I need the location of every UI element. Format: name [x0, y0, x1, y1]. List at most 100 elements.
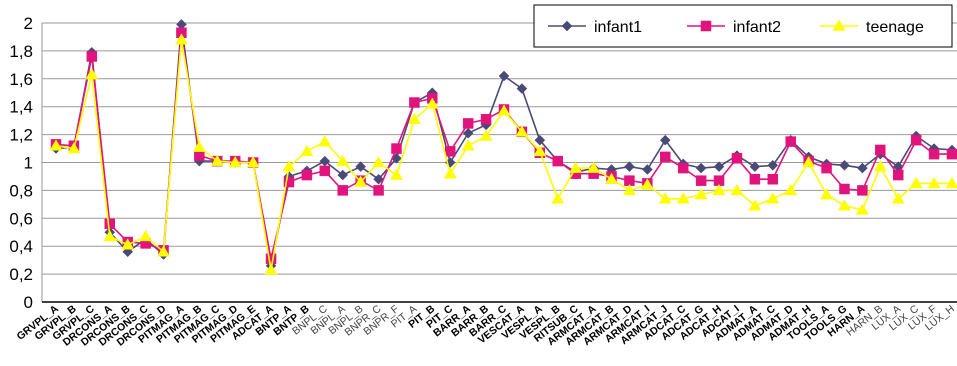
data-point-infant2 [194, 150, 205, 161]
data-point-teenage [676, 192, 690, 204]
data-point-teenage [425, 97, 439, 109]
data-point-infant1 [355, 161, 366, 173]
data-point-teenage [802, 155, 816, 168]
data-point-infant2 [821, 162, 832, 174]
data-point-teenage [587, 161, 601, 173]
data-point-teenage [945, 176, 957, 189]
data-point-infant2 [265, 253, 277, 265]
data-point-teenage [497, 104, 511, 116]
data-point-infant1 [337, 169, 349, 181]
series-infant1 [50, 19, 957, 272]
data-point-infant2 [301, 169, 313, 181]
data-point-infant1 [767, 159, 779, 171]
data-point-teenage [461, 139, 475, 151]
data-point-infant1 [857, 162, 868, 174]
series-line-infant2 [55, 32, 952, 259]
data-point-teenage [192, 140, 206, 152]
data-point-teenage [443, 167, 457, 179]
data-point-infant2 [857, 185, 868, 196]
data-point-infant2 [104, 218, 116, 230]
legend-label-teenage: teenage [866, 19, 924, 36]
data-point-teenage [336, 154, 350, 166]
data-point-teenage [551, 192, 565, 204]
legend-marker [832, 19, 846, 31]
data-point-infant2 [444, 146, 456, 157]
data-point-teenage [228, 155, 242, 168]
data-point-teenage [658, 192, 672, 204]
data-point-infant1 [749, 161, 761, 173]
data-point-teenage [766, 192, 780, 204]
data-point-teenage [264, 263, 278, 275]
data-point-infant2 [283, 176, 295, 188]
legend: infant1 infant2 teenage [533, 4, 953, 48]
y-tick-label: 0,6 [9, 209, 33, 228]
data-point-teenage [533, 144, 547, 157]
data-point-infant2 [749, 173, 761, 185]
data-point-teenage [820, 188, 833, 200]
legend-label-infant2: infant2 [733, 19, 781, 36]
data-point-infant2 [892, 169, 904, 181]
data-point-infant1 [695, 162, 707, 174]
y-tick-label: 0,2 [9, 265, 33, 284]
data-point-teenage [855, 203, 869, 215]
data-point-teenage [623, 183, 636, 196]
data-point-teenage [49, 139, 63, 151]
legend-box [533, 4, 953, 48]
data-point-teenage [390, 168, 403, 180]
data-point-teenage [175, 33, 188, 45]
series-teenage [49, 33, 957, 275]
y-tick-label: 0 [24, 293, 33, 312]
legend-label-infant1: infant1 [594, 19, 642, 36]
y-tick-label: 1,2 [9, 126, 33, 145]
y-tick-label: 1 [24, 154, 33, 173]
data-point-infant2 [839, 183, 850, 195]
data-point-teenage [515, 125, 529, 137]
data-point-infant2 [480, 114, 492, 125]
y-tick-label: 2 [24, 14, 33, 33]
data-point-teenage [372, 155, 385, 168]
data-point-infant2 [660, 151, 671, 163]
legend-marker [561, 20, 573, 32]
data-point-teenage [354, 175, 368, 187]
data-point-teenage [748, 199, 762, 211]
data-point-infant2 [910, 134, 922, 146]
x-axis: GRVPL_AGRVPL_BGRVPL_CDRCONS_ADRCONS_BDRC… [15, 303, 957, 349]
data-point-teenage [246, 155, 260, 168]
data-point-teenage [891, 192, 905, 204]
data-point-infant1 [839, 159, 850, 171]
y-tick-label: 1,4 [9, 98, 33, 117]
data-point-teenage [85, 68, 99, 80]
legend-marker [700, 20, 712, 32]
data-point-infant2 [731, 153, 743, 164]
data-point-infant1 [462, 127, 474, 139]
data-point-teenage [67, 142, 81, 154]
data-point-teenage [407, 112, 421, 125]
data-point-teenage [694, 188, 708, 200]
gridlines [42, 22, 957, 303]
data-point-infant2 [373, 185, 384, 196]
y-axis: 0 0,2 0,4 0,6 0,8 1 1,2 1,4 1,6 1,8 2 [9, 14, 957, 312]
data-point-infant2 [695, 175, 707, 186]
y-tick-label: 1,8 [9, 42, 33, 61]
data-point-teenage [605, 172, 618, 184]
data-point-teenage [873, 160, 887, 172]
series-line-infant1 [55, 24, 953, 266]
data-point-teenage [927, 176, 941, 189]
data-point-teenage [712, 183, 726, 196]
data-point-infant1 [498, 70, 510, 82]
data-point-infant2 [337, 185, 348, 196]
data-point-infant1 [642, 164, 653, 175]
data-point-teenage [569, 161, 583, 173]
data-point-teenage [318, 135, 332, 147]
data-point-infant2 [86, 51, 98, 62]
data-point-infant1 [516, 83, 528, 94]
data-point-teenage [282, 160, 296, 172]
data-point-infant2 [677, 162, 689, 174]
data-point-infant2 [767, 173, 779, 185]
data-point-infant2 [928, 148, 940, 160]
series-layer [49, 19, 957, 275]
data-point-teenage [139, 229, 153, 242]
data-point-teenage [210, 154, 224, 166]
data-point-teenage [730, 183, 744, 196]
